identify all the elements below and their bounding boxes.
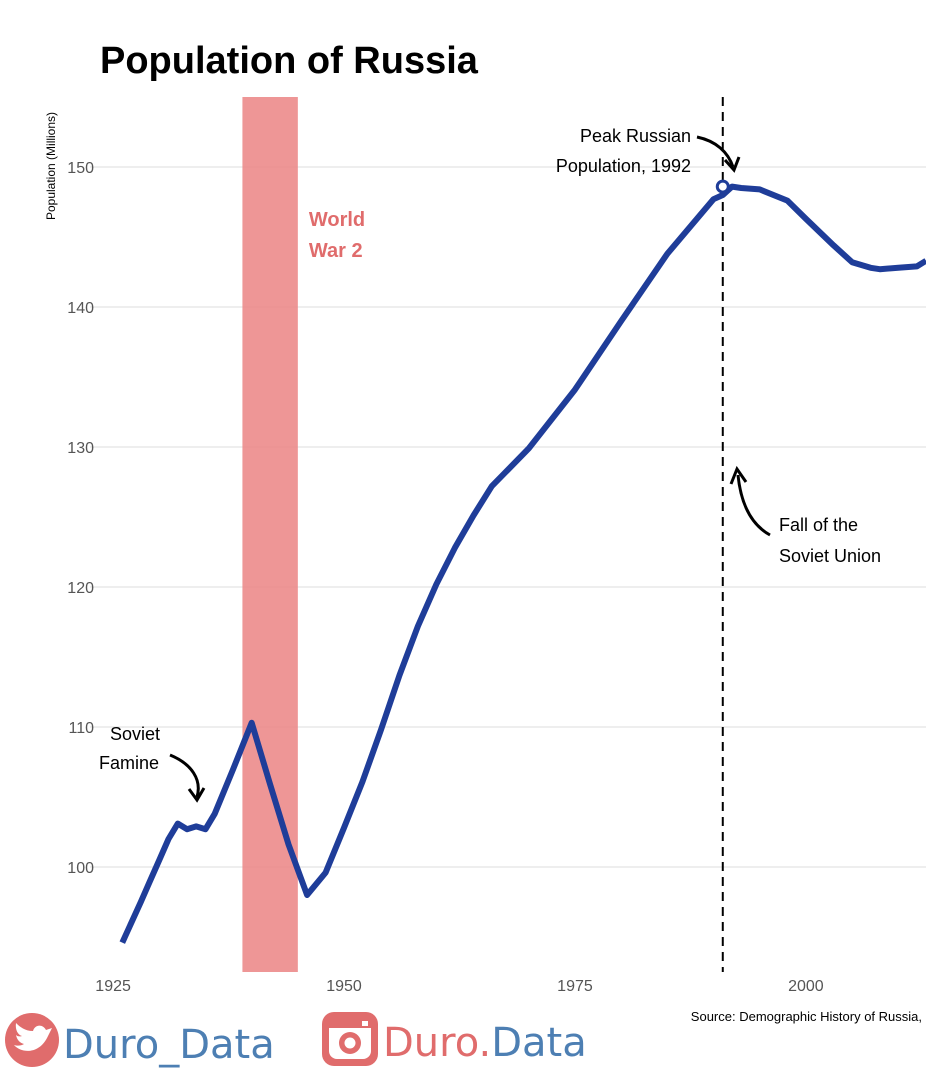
ww2-label-line2: War 2 [309, 240, 363, 262]
x-tick-label: 1975 [557, 978, 593, 995]
y-tick-label: 100 [67, 860, 94, 877]
instagram-handle-dot: . [479, 1020, 492, 1066]
instagram-handle: Duro.Data [383, 1020, 587, 1066]
ww2-highlight-band [242, 97, 298, 972]
fall-arrow-head [729, 465, 748, 485]
twitter-handle: Duro_Data [63, 1022, 275, 1068]
series-layer [119, 183, 926, 944]
instagram-handle-suffix: Data [491, 1020, 587, 1066]
peak-annotation-line2: Population, 1992 [556, 156, 691, 176]
peak-arrow [696, 135, 735, 168]
chart-title: Population of Russia [100, 40, 479, 82]
x-tick-labels: 1925 1950 1975 2000 [95, 978, 824, 995]
y-tick-label: 130 [67, 440, 94, 457]
y-tick-label: 120 [67, 580, 94, 597]
fall-annotation-line2: Soviet Union [779, 546, 881, 566]
x-tick-label: 2000 [788, 978, 824, 995]
y-tick-labels: 100 110 120 130 140 150 [67, 160, 94, 877]
y-axis-label: Population (Millions) [44, 112, 58, 220]
fall-arrow [736, 474, 771, 537]
famine-arrow [169, 753, 200, 798]
peak-marker [715, 179, 730, 194]
peak-arrow-head [723, 156, 741, 173]
famine-arrow-head [187, 787, 206, 803]
twitter-bird-icon [5, 1013, 59, 1067]
x-tick-label: 1925 [95, 978, 131, 995]
instagram-handle-prefix: Duro [383, 1020, 479, 1066]
y-tick-label: 140 [67, 300, 94, 317]
famine-annotation-line2: Famine [99, 753, 159, 773]
y-tick-label: 150 [67, 160, 94, 177]
peak-annotation-line1: Peak Russian [580, 126, 691, 146]
fall-annotation-line1: Fall of the [779, 515, 858, 535]
ww2-label-line1: World [309, 209, 365, 231]
famine-annotation-line1: Soviet [110, 724, 160, 744]
population-series-line [119, 183, 926, 944]
x-tick-label: 1950 [326, 978, 362, 995]
grid-lines [90, 166, 926, 868]
instagram-camera-icon [322, 1012, 378, 1066]
y-tick-label: 110 [68, 720, 94, 737]
source-note: Source: Demographic History of Russia, [691, 1009, 922, 1024]
